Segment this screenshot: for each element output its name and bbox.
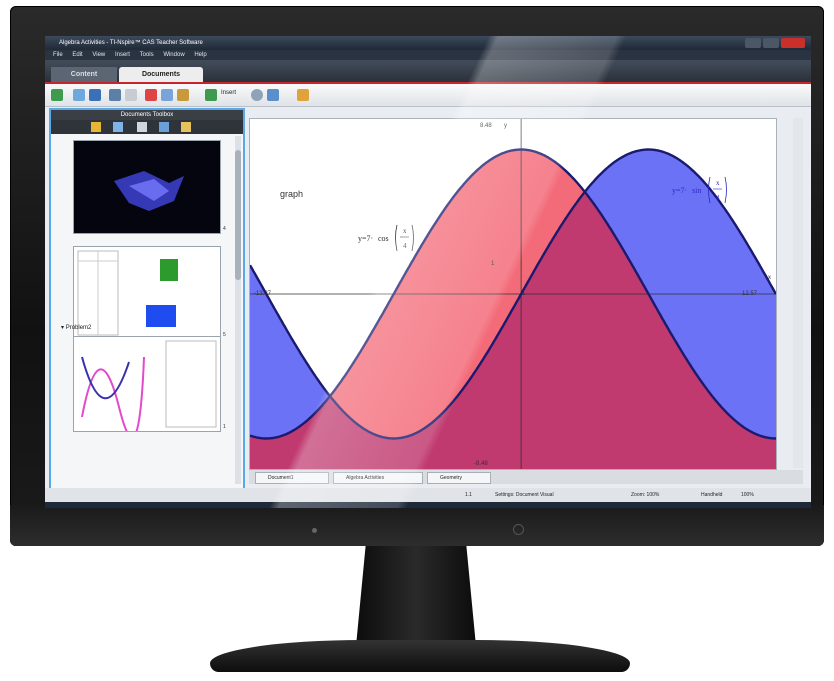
doc-tab-algebra-activities[interactable]: Algebra Activities [333,472,423,484]
sin-function-label[interactable]: y=7· sin x 4 [672,176,727,204]
screen-view-icon[interactable] [267,89,279,101]
tab-accent-line [45,82,811,84]
y-max-label: 8.48 [480,123,492,129]
page-thumbnail-3d-graph[interactable] [73,140,221,234]
spreadsheet-preview-icon [77,250,178,336]
minimize-icon[interactable] [745,38,761,48]
sin-label-prefix: y=7· [672,186,687,195]
menu-bar: File Edit View Insert Tools Window Help [45,50,811,60]
x-tick-label: 1 [522,291,526,297]
menu-view[interactable]: View [92,52,106,58]
page-number: 1 [223,424,226,430]
x-axis-letter: x [768,275,771,281]
page-sorter-icon[interactable] [113,122,123,132]
save-icon[interactable] [89,89,101,101]
window-titlebar: Algebra Activities - TI-Nspire™ CAS Teac… [45,36,811,50]
3d-surface-icon [114,171,184,211]
graph-work-area[interactable]: graph y=7· cos x 4 y=7· sin x 4 8.48 -8.… [249,118,777,470]
new-document-icon[interactable] [51,89,63,101]
graph-name-label: graph [280,189,303,199]
menu-help[interactable]: Help [194,52,207,58]
insert-menu-label[interactable]: Insert [221,90,237,96]
layout-icon[interactable] [297,89,309,101]
menu-window[interactable]: Window [163,52,185,58]
graph-vertical-scrollbar[interactable] [793,118,803,468]
page-number: 4 [223,226,226,232]
power-led-icon [312,528,317,533]
handheld-label: Handheld [701,492,723,498]
document-tabs: Document1 Algebra Activities Geometry [249,470,803,484]
settings-status[interactable]: Settings: Document Visual [495,492,554,498]
page-thumbnail-spreadsheet[interactable] [73,246,221,340]
problem-group-label[interactable]: ▾ Problem2 [61,325,92,331]
screen-capture-icon[interactable] [251,89,263,101]
content-explorer-icon[interactable] [181,122,191,132]
cut-icon[interactable] [145,89,157,101]
page-number: 5 [223,332,226,338]
y-min-label: -8.48 [474,461,488,467]
insert-page-icon[interactable] [205,89,217,101]
monitor-stand-neck [356,546,476,646]
redo-icon[interactable] [125,89,137,101]
doc-tab-document1[interactable]: Document1 [255,472,329,484]
close-icon[interactable] [781,38,805,48]
toolbox-title: Documents Toolbox [51,110,243,120]
os-taskbar [45,502,811,508]
y-tick-label: 1 [491,261,495,267]
zoom-select[interactable]: 100% [741,492,754,498]
cos-function-label[interactable]: y=7· cos x 4 [358,224,414,252]
page-indicator: 1.1 [465,492,472,498]
menu-edit[interactable]: Edit [72,52,83,58]
open-folder-icon[interactable] [73,89,85,101]
window-title: Algebra Activities - TI-Nspire™ CAS Teac… [59,40,203,46]
power-button-icon [513,524,524,535]
cos-label-func: cos [378,234,389,243]
cos-label-prefix: y=7· [358,234,373,243]
toolbox-tool-tabs [51,120,243,134]
doc-tab-label: Geometry [440,475,462,481]
menu-tools[interactable]: Tools [139,52,154,58]
monitor-bezel-bottom [10,505,824,546]
copy-icon[interactable] [161,89,173,101]
cos-label-numerator: x [403,227,407,235]
paste-icon[interactable] [177,89,189,101]
monitor-stand-base [210,640,630,672]
maximize-icon[interactable] [763,38,779,48]
problem-title: Problem2 [65,325,92,331]
sin-label-denominator: 4 [716,194,720,202]
tools-icon[interactable] [91,122,101,132]
x-max-label: 12.57 [742,291,758,297]
graph-canvas[interactable]: graph y=7· cos x 4 y=7· sin x 4 8.48 -8.… [250,119,776,469]
menu-file[interactable]: File [53,52,63,58]
doc-tab-label: Document1 [268,475,294,481]
workspace-tabs: Content Documents [45,60,811,82]
toolbox-scroll-thumb[interactable] [235,150,241,280]
page-thumbnail-graph-table[interactable] [73,336,221,439]
utilities-icon[interactable] [159,122,169,132]
tab-documents[interactable]: Documents [119,67,203,82]
graph-preview-icon [81,340,217,439]
tab-content[interactable]: Content [51,67,117,82]
sin-curve[interactable] [250,148,776,440]
toolbox-scrollbar[interactable] [235,136,241,484]
cos-curve[interactable] [250,148,776,440]
overlap-shaded-region [250,191,776,469]
doc-tab-label: Algebra Activities [346,475,385,481]
cos-label-denominator: 4 [403,242,407,250]
emulator-icon[interactable] [137,122,147,132]
sin-label-func: sin [692,186,701,195]
undo-icon[interactable] [109,89,121,101]
documents-toolbox: Documents Toolbox 4 5 ▾ Probl [49,108,245,490]
status-bar: 1.1 Settings: Document Visual Zoom: 100%… [45,488,811,502]
sin-label-numerator: x [716,179,720,187]
menu-insert[interactable]: Insert [114,52,130,58]
main-toolbar: Insert [45,84,811,107]
y-axis-letter: y [504,123,507,129]
zoom-label: Zoom: 100% [631,492,660,498]
monitor-screen: Algebra Activities - TI-Nspire™ CAS Teac… [45,36,811,508]
doc-tab-geometry[interactable]: Geometry [427,472,491,484]
x-min-label: -13.37 [254,291,272,297]
